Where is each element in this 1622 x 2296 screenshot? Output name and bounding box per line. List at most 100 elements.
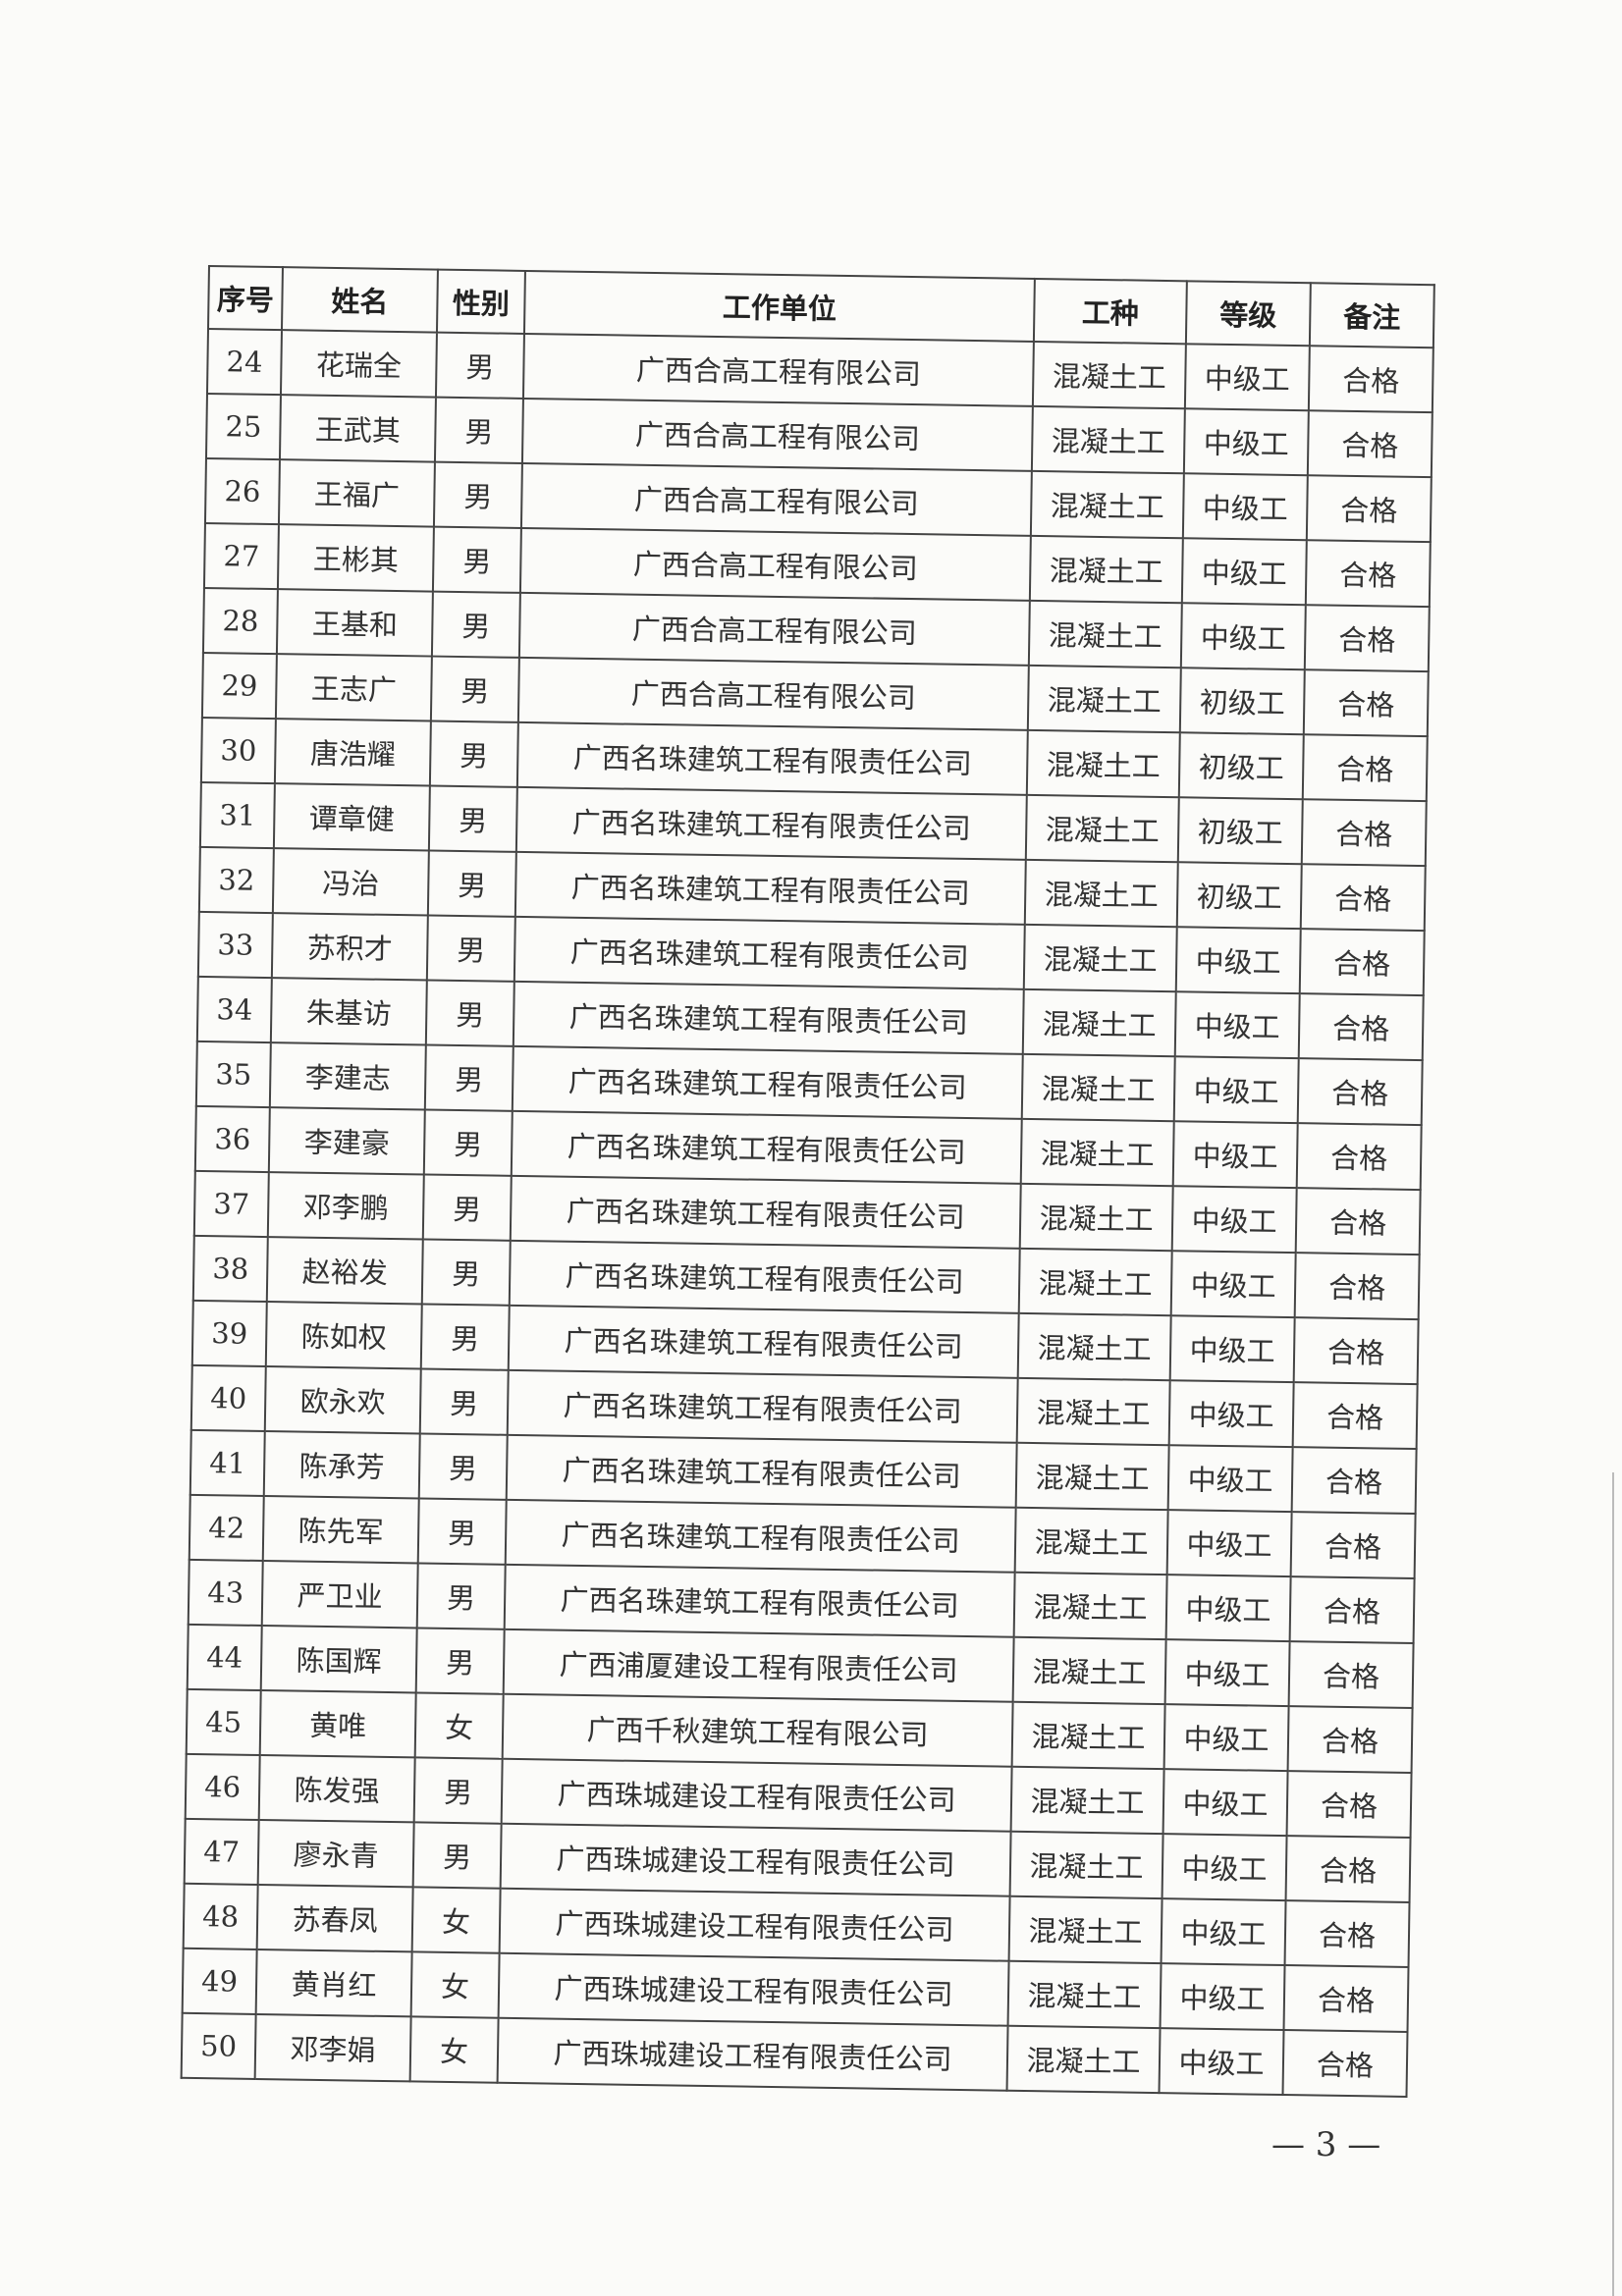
cell-gender: 男 [420,1304,510,1370]
cell-name: 王武其 [279,395,436,462]
cell-seq: 43 [188,1559,263,1627]
column-header-name: 姓名 [281,267,438,333]
cell-remark: 合格 [1302,734,1428,802]
cell-seq: 28 [202,587,278,655]
cell-level: 中级工 [1162,1769,1288,1837]
cell-level: 中级工 [1168,1380,1294,1448]
cell-level: 中级工 [1162,1834,1287,1901]
cell-name: 苏积才 [271,913,428,981]
cell-seq: 39 [191,1300,267,1367]
cell-name: 朱基访 [270,978,427,1045]
cell-remark: 合格 [1293,1317,1419,1385]
cell-trade: 混凝土工 [1011,1701,1165,1770]
cell-trade: 混凝土工 [1028,600,1182,668]
cell-name: 严卫业 [261,1561,418,1629]
cell-seq: 38 [192,1235,268,1303]
cell-employer: 广西合高工程有限公司 [522,333,1034,406]
cell-name: 陈发强 [258,1754,415,1823]
cell-employer: 广西名珠建筑工程有限责任公司 [513,981,1024,1054]
cell-level: 中级工 [1183,408,1309,476]
results-table-container: 序号 姓名 性别 工作单位 工种 等级 备注 24 花瑞全男广西合高工程有限公司 混凝土工 中级工… [181,265,1435,2098]
cell-name: 王基和 [276,589,433,657]
cell-trade: 混凝土工 [1023,924,1177,992]
cell-gender: 男 [433,461,522,528]
cell-gender: 男 [413,1757,503,1824]
cell-employer: 广西名珠建筑工程有限责任公司 [510,1175,1021,1249]
cell-remark: 合格 [1298,993,1424,1061]
cell-employer: 广西名珠建筑工程有限责任公司 [511,1110,1022,1184]
cell-seq: 45 [186,1688,261,1755]
cell-name: 花瑞全 [280,330,437,398]
cell-level: 初级工 [1179,667,1305,735]
cell-remark: 合格 [1303,669,1429,737]
cell-level: 中级工 [1171,1186,1297,1254]
cell-employer: 广西名珠建筑工程有限责任公司 [508,1305,1019,1378]
cell-name: 黄唯 [259,1689,416,1758]
cell-name: 王彬其 [277,524,434,592]
cell-level: 中级工 [1165,1575,1291,1642]
cell-level: 中级工 [1182,473,1308,541]
cell-remark: 合格 [1295,1188,1421,1255]
cell-remark: 合格 [1283,1965,1409,2032]
column-header-trade: 工种 [1033,278,1187,345]
cell-seq: 32 [198,846,274,914]
cell-name: 冯治 [272,848,429,916]
cell-gender: 男 [432,526,521,593]
cell-trade: 混凝土工 [1024,859,1178,928]
cell-gender: 女 [411,1887,501,1953]
cell-remark: 合格 [1287,1706,1413,1774]
cell-trade: 混凝土工 [1031,405,1185,474]
cell-seq: 35 [195,1041,271,1108]
cell-name: 陈国辉 [260,1626,417,1693]
cell-level: 中级工 [1174,991,1300,1059]
cell-remark: 合格 [1305,540,1431,608]
cell-trade: 混凝土工 [1019,1183,1173,1252]
cell-gender: 女 [414,1692,504,1759]
cell-level: 中级工 [1172,1121,1298,1189]
cell-name: 邓李鹏 [267,1172,424,1240]
cell-remark: 合格 [1307,410,1433,478]
cell-employer: 广西合高工程有限公司 [521,398,1033,471]
cell-remark: 合格 [1308,346,1433,413]
cell-gender: 男 [419,1368,509,1435]
cell-seq: 50 [181,2012,256,2079]
cell-trade: 混凝土工 [1014,1507,1168,1575]
results-table: 序号 姓名 性别 工作单位 工种 等级 备注 24 花瑞全男广西合高工程有限公司 混凝土工 中级工… [181,265,1435,2098]
cell-level: 中级工 [1161,1898,1286,1966]
cell-level: 中级工 [1167,1445,1293,1513]
cell-trade: 混凝土工 [1025,794,1179,863]
cell-remark: 合格 [1299,929,1425,996]
cell-gender: 男 [431,591,520,658]
cell-name: 唐浩耀 [274,719,431,786]
cell-level: 中级工 [1175,927,1301,994]
cell-employer: 广西合高工程有限公司 [517,657,1029,730]
cell-gender: 男 [428,785,517,852]
cell-gender: 男 [435,332,524,399]
cell-seq: 24 [206,329,282,396]
cell-employer: 广西合高工程有限公司 [519,527,1031,601]
cell-seq: 44 [187,1624,262,1690]
cell-remark: 合格 [1304,605,1430,672]
cell-employer: 广西千秋建筑工程有限公司 [502,1693,1013,1767]
cell-employer: 广西珠城建设工程有限责任公司 [499,1888,1010,1961]
cell-level: 中级工 [1170,1251,1296,1318]
cell-employer: 广西珠城建设工程有限责任公司 [501,1758,1012,1832]
cell-employer: 广西名珠建筑工程有限责任公司 [509,1240,1020,1313]
cell-seq: 29 [201,652,277,720]
cell-trade: 混凝土工 [1020,1118,1174,1187]
cell-seq: 36 [194,1105,270,1173]
cell-employer: 广西合高工程有限公司 [518,592,1030,666]
cell-employer: 广西名珠建筑工程有限责任公司 [512,1045,1023,1119]
cell-name: 陈承芳 [263,1431,420,1499]
cell-remark: 合格 [1282,2030,1408,2097]
cell-gender: 男 [430,656,519,722]
cell-remark: 合格 [1296,1123,1422,1191]
cell-trade: 混凝土工 [1026,729,1180,798]
cell-employer: 广西名珠建筑工程有限责任公司 [514,916,1025,989]
cell-seq: 37 [193,1170,269,1238]
cell-gender: 男 [422,1174,512,1241]
cell-employer: 广西珠城建设工程有限责任公司 [500,1823,1011,1896]
cell-gender: 男 [417,1498,507,1565]
cell-gender: 男 [426,915,515,982]
cell-level: 中级工 [1173,1056,1299,1124]
